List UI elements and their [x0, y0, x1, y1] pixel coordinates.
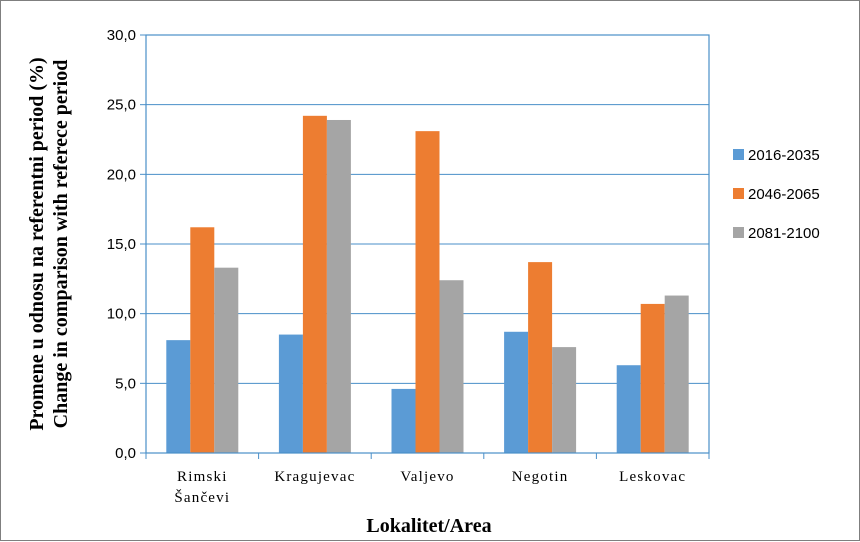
bar-2081-2100	[664, 295, 689, 453]
x-tick-label: Leskovac	[619, 469, 686, 485]
x-tick-label: Valjevo	[400, 469, 454, 485]
legend-swatch	[733, 227, 744, 238]
y-axis-title: Change in comparison with referece perio…	[50, 60, 72, 429]
y-tick-label: 15,0	[107, 236, 136, 253]
axes	[140, 34, 710, 459]
bar-2046-2065	[190, 227, 215, 453]
y-tick-label: 25,0	[107, 97, 136, 114]
axis-labels: 0,0 5,0 10,0 15,0 20,0 25,0 30,0 Rimski Šančevi K…	[26, 27, 686, 537]
legend-swatch	[733, 188, 744, 199]
x-axis-title: Lokalitet/Area	[366, 515, 491, 537]
bar-2081-2100	[552, 347, 577, 453]
x-tick-label: Šančevi	[174, 489, 230, 506]
bar-2081-2100	[326, 119, 351, 453]
bar-2081-2100	[439, 280, 464, 453]
legend-swatch	[733, 149, 744, 160]
legend-label: 2046-2065	[748, 186, 820, 203]
legend: 2016-2035 2046-2065 2081-2100	[733, 147, 820, 242]
bar-2081-2100	[214, 267, 239, 453]
legend-label: 2081-2100	[748, 225, 820, 242]
bar-2046-2065	[528, 262, 553, 453]
bar-2046-2065	[640, 303, 665, 453]
bar-2046-2065	[302, 115, 327, 454]
x-tick-label: Negotin	[512, 469, 569, 485]
y-tick-label: 5,0	[115, 375, 136, 392]
bar-2016-2035	[278, 334, 303, 453]
legend-label: 2016-2035	[748, 147, 820, 164]
bar-2016-2035	[391, 388, 416, 453]
y-tick-label: 0,0	[115, 445, 136, 462]
y-tick-label: 20,0	[107, 166, 136, 183]
bar-2016-2035	[166, 340, 191, 453]
y-tick-label: 30,0	[107, 27, 136, 44]
bars	[166, 115, 689, 454]
bar-2016-2035	[616, 365, 641, 453]
bar-2046-2065	[415, 131, 440, 453]
y-tick-label: 10,0	[107, 306, 136, 323]
x-tick-label: Rimski	[177, 469, 228, 485]
y-axis-title: Promene u odnosu na referentni period (%…	[26, 57, 48, 430]
x-tick-label: Kragujevac	[274, 469, 355, 485]
bar-2016-2035	[504, 331, 529, 453]
